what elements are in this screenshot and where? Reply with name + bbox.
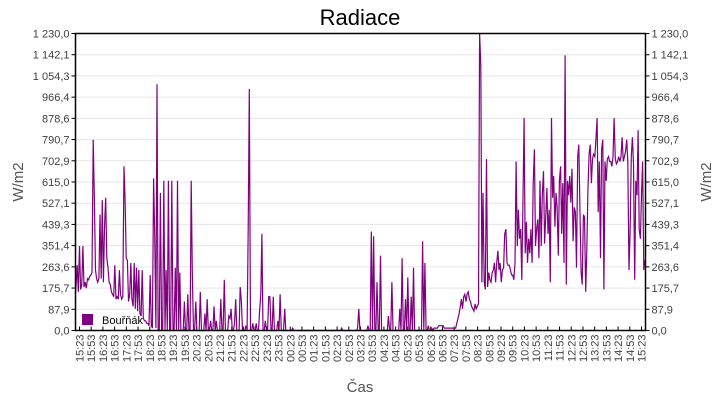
x-tick-label: 03:23 [356,335,368,363]
x-tick-label: 18:23 [145,335,157,363]
x-tick-label: 11:53 [555,335,567,362]
x-axis-label: Čas [347,379,374,396]
x-tick-label: 13:53 [601,335,613,363]
y-tick-label: 87,9 [652,304,673,316]
x-tick-label: 02:23 [332,335,344,363]
y-tick-label: 615,0 [42,177,70,189]
y-tick-label: 1 142,1 [652,50,689,62]
y-tick-label: 790,7 [652,135,680,147]
x-tick-label: 17:23 [121,335,133,363]
x-tick-label: 23:23 [262,335,274,363]
x-axis-ticks: 15:23 15:53 16:23 16:53 17:23 17:53 18:23 18:53… [75,326,649,363]
y-tick-label: 0,0 [652,326,667,338]
x-tick-label: 13:23 [590,335,602,363]
y-tick-label: 527,1 [652,198,680,210]
x-tick-label: 15:23 [637,335,649,363]
x-tick-label: 01:23 [309,335,321,363]
x-tick-label: 16:23 [98,335,110,363]
x-tick-label: 19:53 [180,335,192,363]
gridlines [75,54,646,310]
x-tick-label: 17:53 [133,335,145,363]
x-tick-label: 14:53 [625,335,637,363]
x-tick-label: 21:23 [215,335,227,363]
y-tick-label: 351,4 [42,241,70,253]
x-tick-label: 09:53 [508,335,520,363]
x-tick-label: 01:53 [320,335,332,363]
plot-frame [74,32,647,332]
x-tick-label: 23:53 [274,335,286,363]
y-tick-label: 966,4 [652,92,680,104]
y-tick-label: 175,7 [42,283,70,295]
y-tick-label: 439,3 [42,219,70,231]
x-tick-label: 12:23 [566,335,578,363]
x-tick-label: 05:53 [414,335,426,363]
y-tick-label: 175,7 [652,283,680,295]
x-tick-label: 14:23 [613,335,625,363]
x-tick-label: 06:23 [426,335,438,363]
y-axis-label-left: W/m2 [10,162,27,201]
x-tick-label: 15:53 [86,335,98,363]
y-tick-label: 263,6 [652,262,680,274]
x-tick-label: 05:23 [402,335,414,363]
y-tick-label: 87,9 [48,304,69,316]
x-tick-label: 18:53 [156,335,168,363]
x-tick-label: 19:23 [168,335,180,363]
y-tick-label: 878,6 [42,113,70,125]
y-tick-label: 351,4 [652,241,680,253]
y-axis-right-ticks: 0,0 87,9 175,7 263,6 351,4 439,3 527,1 615,0 702… [645,29,689,338]
y-tick-label: 1 142,1 [33,50,70,62]
x-tick-label: 10:53 [531,335,543,363]
x-tick-label: 15:23 [75,335,87,363]
x-tick-label: 00:23 [285,335,297,363]
legend: Bouřňák [82,314,143,327]
x-tick-label: 09:23 [496,335,508,363]
y-tick-label: 702,9 [42,156,70,168]
x-tick-label: 22:53 [250,335,262,363]
y-tick-label: 439,3 [652,219,680,231]
x-tick-label: 20:53 [203,335,215,363]
x-tick-label: 20:23 [192,335,204,363]
y-axis-left-ticks: 0,0 87,9 175,7 263,6 351,4 439,3 527,1 615,0 702… [33,29,76,338]
x-tick-label: 08:23 [473,335,485,363]
x-tick-label: 16:53 [110,335,122,363]
x-tick-label: 12:53 [578,335,590,363]
legend-label: Bouřňák [102,315,143,327]
x-tick-label: 07:23 [449,335,461,363]
x-tick-label: 02:53 [344,335,356,363]
x-tick-label: 22:23 [238,335,250,363]
y-tick-label: 1 054,3 [652,71,689,83]
y-axis-label-right: W/m2 [698,162,715,201]
x-tick-label: 08:53 [484,335,496,363]
x-tick-label: 10:23 [519,335,531,363]
y-tick-label: 0,0 [54,326,69,338]
x-tick-label: 03:53 [367,335,379,363]
y-tick-label: 702,9 [652,156,680,168]
y-tick-label: 1 230,0 [33,29,70,41]
y-tick-label: 263,6 [42,262,70,274]
y-tick-label: 878,6 [652,113,680,125]
x-tick-label: 07:53 [461,335,473,363]
x-tick-label: 06:53 [437,335,449,363]
y-tick-label: 790,7 [42,135,70,147]
chart-title: Radiace [320,5,401,30]
y-tick-label: 527,1 [42,198,70,210]
x-tick-label: 00:53 [297,335,309,363]
x-tick-label: 04:53 [391,335,403,363]
x-tick-label: 21:53 [227,335,239,363]
x-tick-label: 11:23 [543,335,555,362]
y-tick-label: 1 054,3 [33,71,70,83]
y-tick-label: 966,4 [42,92,70,104]
x-tick-label: 04:23 [379,335,391,363]
legend-swatch [82,314,93,325]
y-tick-label: 615,0 [652,177,680,189]
y-tick-label: 1 230,0 [652,29,689,41]
